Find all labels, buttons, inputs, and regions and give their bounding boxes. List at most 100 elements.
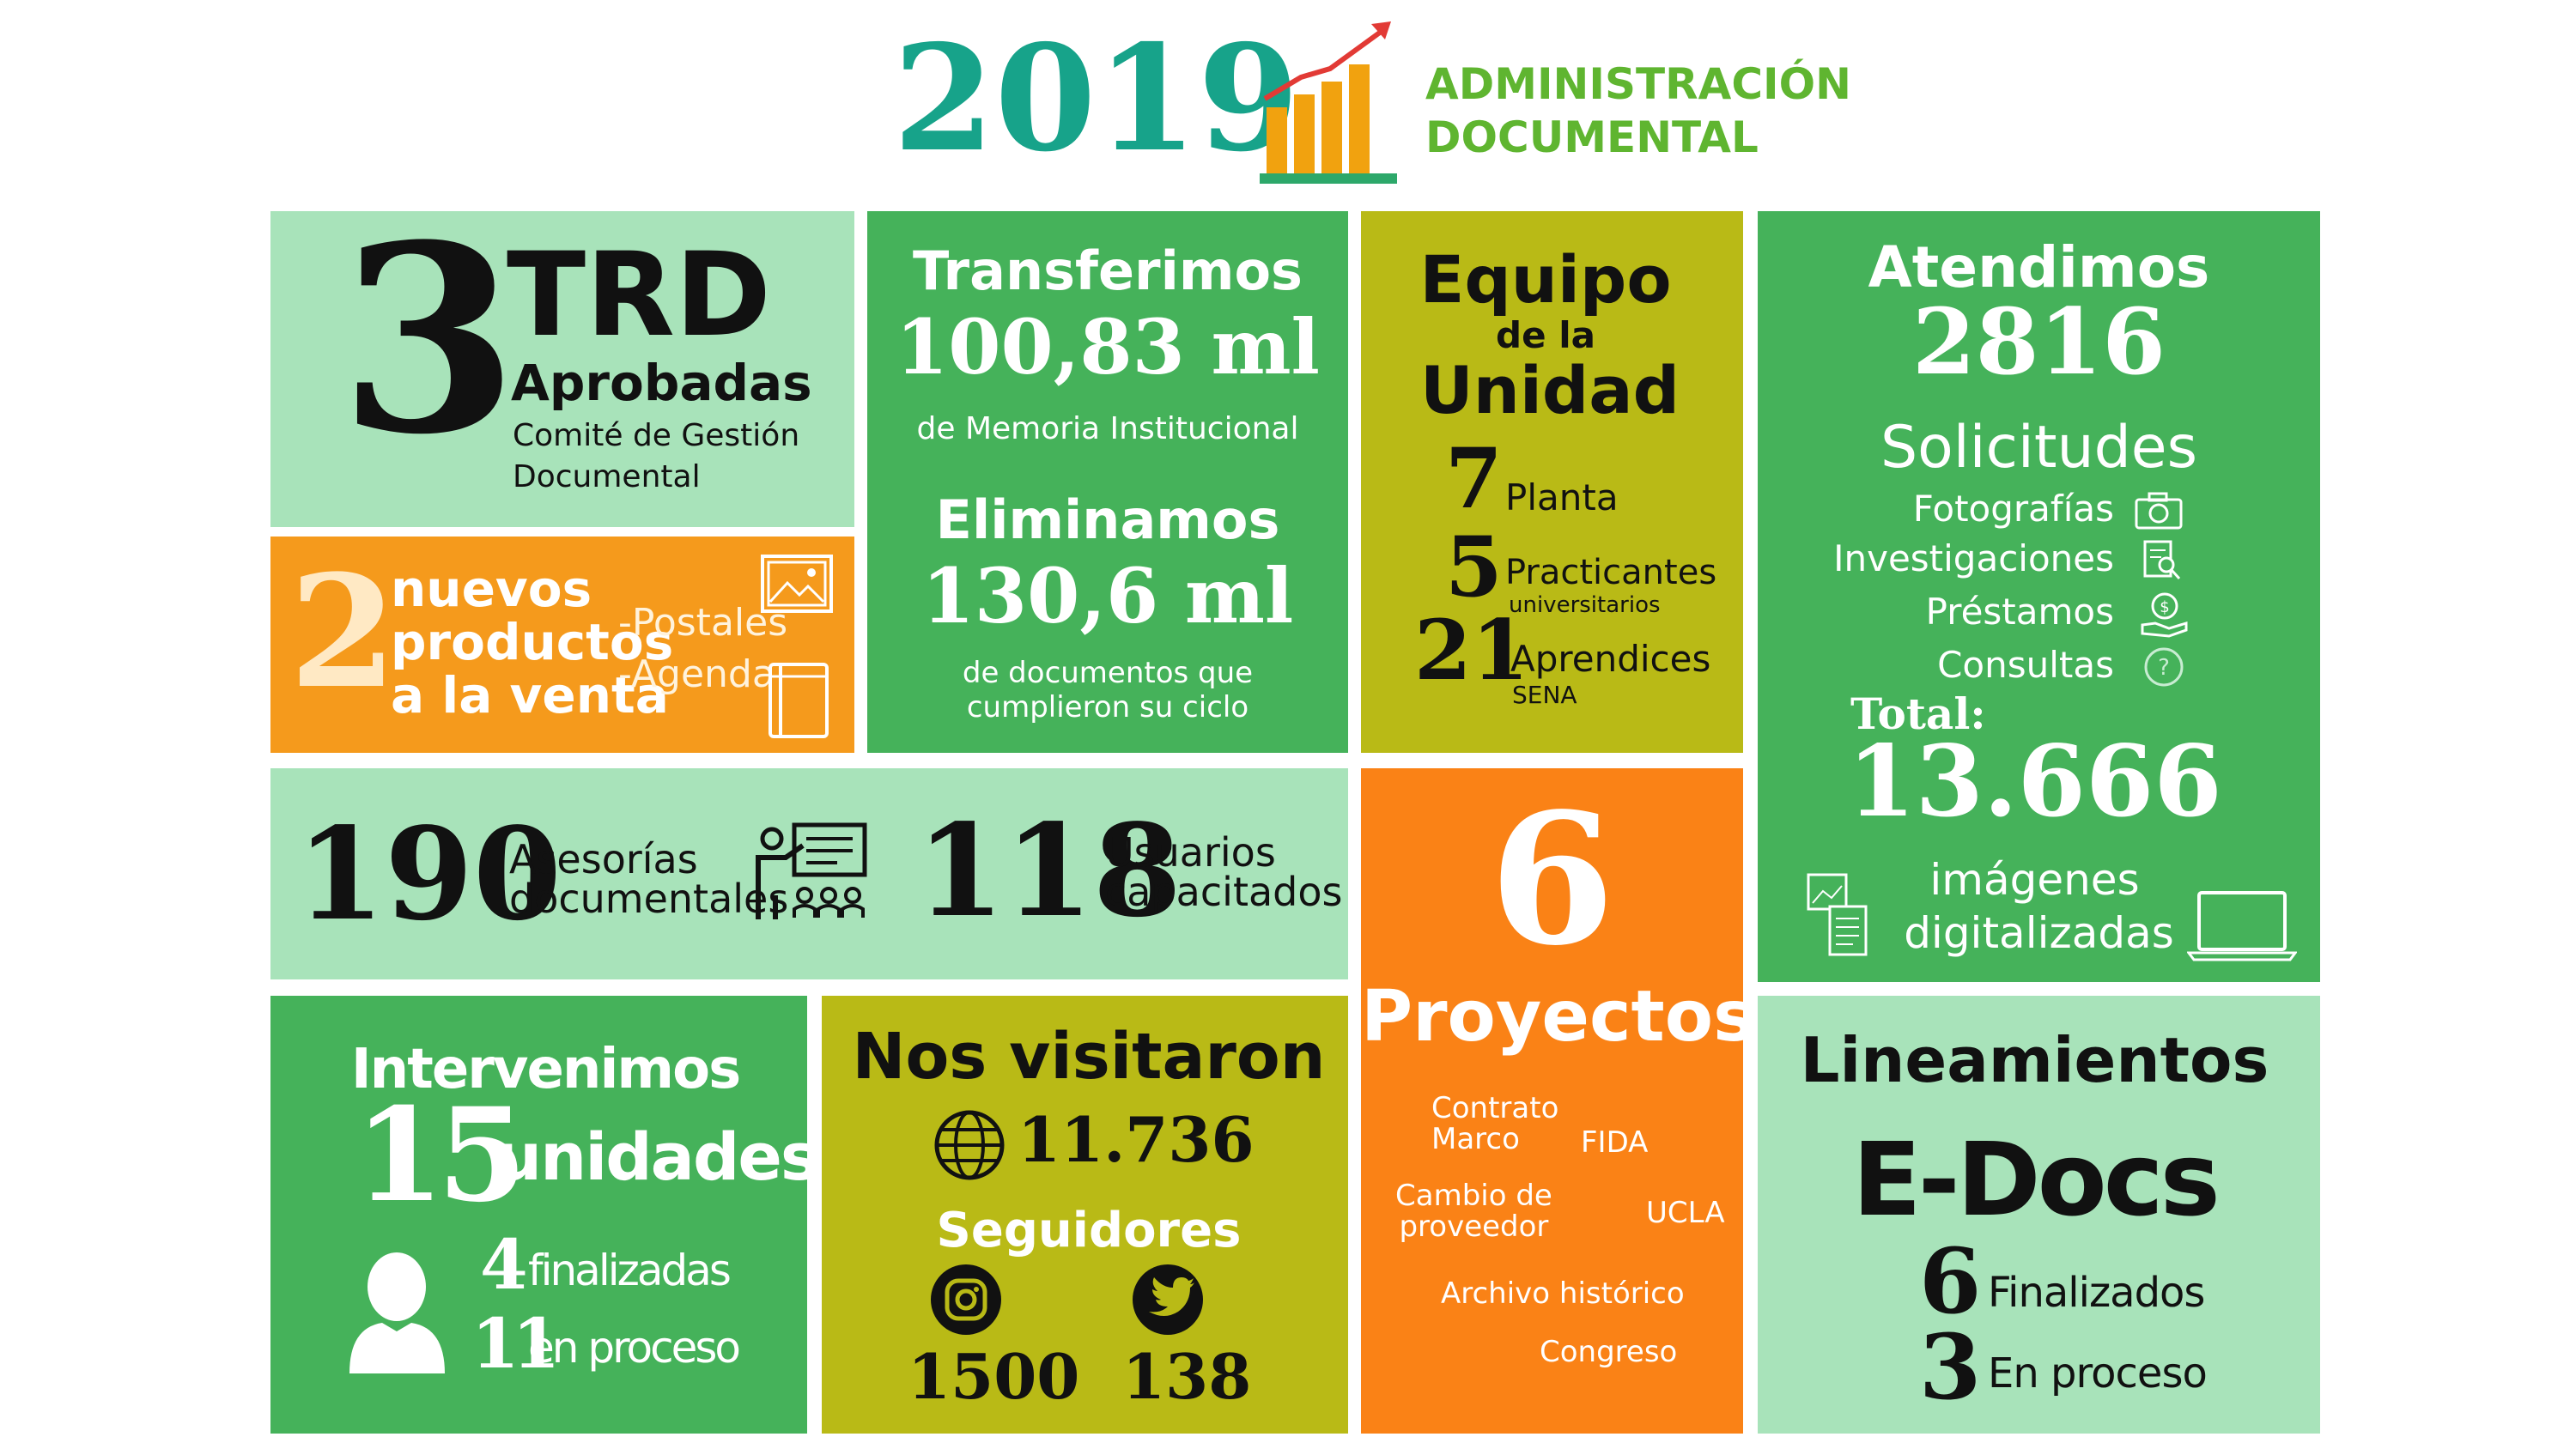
twitter-icon[interactable]: [1132, 1264, 1204, 1336]
transfer-value: 100,83 ml: [896, 302, 1320, 391]
eliminated-value: 130,6 ml: [921, 551, 1294, 640]
intervenimos-row-number: 4: [480, 1224, 528, 1305]
laptop-icon: [2187, 889, 2297, 961]
asesorias-label-line2: documentales: [509, 876, 789, 922]
year-title: 2019: [893, 13, 1300, 185]
trd-desc-line2: Documental: [513, 459, 701, 494]
equipo-row-label: Practicantes: [1505, 553, 1717, 592]
lineamientos-title: Lineamientos: [1800, 1024, 2269, 1096]
atendimos-label: Solicitudes: [1880, 414, 2198, 482]
transfer-desc: de Memoria Institucional: [916, 411, 1299, 446]
equipo-row-sublabel: SENA: [1512, 681, 1577, 709]
intervenimos-tile: Intervenimos 15 unidades 4 finalizadas 1…: [270, 996, 807, 1434]
productos-line1: nuevos: [391, 560, 592, 618]
visits-value: 11.736: [1018, 1103, 1255, 1176]
edocs-name: E-Docs: [1852, 1120, 2221, 1239]
proyecto-item: Archivo histórico: [1441, 1276, 1685, 1311]
eliminated-desc-line2: cumplieron su ciclo: [966, 690, 1249, 724]
equipo-title-line3: Unidad: [1420, 352, 1680, 428]
trd-number: 3: [339, 211, 519, 491]
atendimos-number: 2816: [1911, 288, 2166, 395]
usuarios-label-line1: Usuarios: [1105, 829, 1276, 876]
productos-tile: 2 nuevos productos a la venta -Postales …: [270, 537, 854, 753]
header-title-line1: ADMINISTRACIÓN: [1425, 59, 1851, 109]
eliminated-desc-line1: de documentos que: [962, 656, 1254, 690]
proyectos-number: 6: [1489, 773, 1615, 985]
intervenimos-title: Intervenimos: [350, 1038, 741, 1101]
trd-tile: 3 TRD Aprobadas Comité de Gestión Docume…: [270, 211, 854, 527]
question-icon: ?: [2142, 646, 2185, 688]
asesorias-tile: 190 Asesorías documentales 118 Usuarios …: [270, 768, 1348, 979]
productos-line2: productos: [391, 613, 674, 671]
intervenimos-number: 15: [355, 1080, 527, 1231]
proyectos-title: Proyectos: [1361, 976, 1743, 1058]
lineamientos-row-number: 6: [1919, 1228, 1982, 1334]
lineamientos-row-label: Finalizados: [1988, 1269, 2205, 1317]
usuarios-number: 118: [916, 796, 1182, 945]
header-title-line2: DOCUMENTAL: [1425, 112, 1759, 162]
productos-number: 2: [289, 542, 398, 723]
transferencias-tile: Transferimos 100,83 ml de Memoria Instit…: [867, 211, 1348, 753]
transfer-title: Transferimos: [913, 239, 1303, 302]
twitter-followers: 138: [1122, 1340, 1252, 1413]
asesorias-number: 190: [296, 799, 562, 949]
training-presentation-icon: [751, 820, 872, 923]
camera-icon: [2134, 491, 2184, 530]
svg-text:$: $: [2160, 598, 2169, 616]
productos-line3: a la venta: [391, 666, 669, 724]
equipo-row-label: Aprendices: [1510, 638, 1711, 680]
svg-text:?: ?: [2158, 655, 2170, 681]
usuarios-label-line2: capacitados: [1105, 869, 1343, 915]
proyecto-item: Congreso: [1540, 1335, 1678, 1369]
intervenimos-unit: unidades: [495, 1119, 807, 1195]
request-item-label: Préstamos: [1925, 591, 2114, 633]
visitaron-title: Nos visitaron: [852, 1020, 1326, 1094]
lineamientos-row-label: En proceso: [1988, 1349, 2208, 1397]
equipo-row-sublabel: universitarios: [1509, 592, 1661, 618]
equipo-row-number: 7: [1445, 430, 1503, 527]
proyecto-item: Cambio de proveedor: [1395, 1179, 1552, 1244]
equipo-row-number: 5: [1445, 518, 1503, 615]
document-search-icon: [2142, 539, 2182, 582]
globe-icon: [933, 1109, 1005, 1181]
proyectos-tile: 6 Proyectos Contrato Marco FIDA Cambio d…: [1361, 768, 1743, 1434]
asesorias-label-line1: Asesorías: [509, 836, 698, 882]
total-value: 13.666: [1847, 724, 2222, 839]
trd-title: TRD: [507, 227, 772, 362]
instagram-followers: 1500: [908, 1340, 1080, 1413]
eliminated-title: Eliminamos: [935, 488, 1280, 551]
book-icon: [767, 661, 832, 740]
picture-frame-icon: [760, 554, 834, 614]
proyecto-item: FIDA: [1581, 1125, 1649, 1160]
productos-item2: -Agenda: [618, 652, 775, 696]
growth-chart-icon: [1258, 17, 1404, 185]
user-icon: [348, 1249, 447, 1373]
equipo-tile: Equipo de la Unidad 7 Planta 5 Practican…: [1361, 211, 1743, 753]
followers-title: Seguidores: [936, 1203, 1242, 1258]
request-item-label: Fotografías: [1912, 488, 2114, 530]
trd-desc-line1: Comité de Gestión: [513, 418, 800, 453]
hand-money-icon: $: [2140, 591, 2190, 639]
intervenimos-row-label: en proceso: [528, 1323, 741, 1373]
request-item-label: Consultas: [1937, 644, 2114, 686]
trd-subtitle: Aprobadas: [511, 354, 812, 412]
request-item-label: Investigaciones: [1833, 537, 2114, 579]
productos-item1: -Postales: [618, 601, 788, 645]
lineamientos-tile: Lineamientos E-Docs 6 Finalizados 3 En p…: [1758, 996, 2320, 1434]
instagram-icon[interactable]: [930, 1264, 1002, 1336]
proyecto-item: UCLA: [1646, 1196, 1725, 1230]
equipo-title-line1: Equipo: [1419, 241, 1672, 318]
equipo-title-line2: de la: [1496, 314, 1595, 356]
proyecto-item: Contrato Marco: [1431, 1091, 1559, 1156]
lineamientos-row-number: 3: [1919, 1314, 1982, 1420]
visitaron-tile: Nos visitaron 11.736 Seguidores 1500 138: [822, 996, 1348, 1434]
equipo-row-number: 21: [1414, 602, 1529, 699]
equipo-row-label: Planta: [1505, 476, 1619, 518]
images-line1: imágenes: [1929, 855, 2140, 905]
intervenimos-row-label: finalizadas: [528, 1246, 732, 1295]
intervenimos-row-number: 11: [471, 1303, 560, 1384]
scanned-documents-icon: [1806, 872, 1871, 958]
atendimos-title: Atendimos: [1868, 234, 2210, 300]
total-label: Total:: [1850, 688, 1986, 739]
atendimos-tile: Atendimos 2816 Solicitudes Fotografías I…: [1758, 211, 2320, 982]
